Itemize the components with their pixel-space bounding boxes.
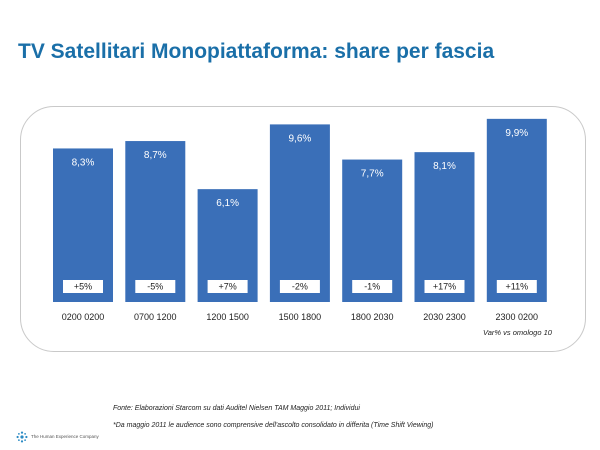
variation-box bbox=[496, 280, 537, 293]
bar bbox=[342, 159, 403, 302]
variation-note: Var% vs omologo 10 bbox=[483, 328, 552, 337]
variation-label: -1% bbox=[364, 282, 380, 292]
chart-panel bbox=[20, 106, 586, 352]
footnote-text: *Da maggio 2011 le audience sono compren… bbox=[113, 422, 434, 429]
bar-value-label: 9,9% bbox=[505, 128, 528, 139]
variation-box bbox=[135, 280, 176, 293]
company-tagline: The Human Experience Company bbox=[31, 434, 99, 439]
variation-box bbox=[63, 280, 103, 293]
company-logo-icon bbox=[16, 431, 28, 443]
variation-box bbox=[424, 280, 465, 293]
bar-value-label: 8,7% bbox=[144, 150, 167, 161]
bar bbox=[269, 124, 330, 303]
variation-label: -5% bbox=[147, 282, 163, 292]
bar-value-label: 9,6% bbox=[289, 133, 312, 144]
variation-label: +11% bbox=[505, 282, 528, 292]
variation-box bbox=[279, 280, 320, 293]
variation-box bbox=[207, 280, 248, 293]
variation-box bbox=[352, 280, 393, 293]
variation-label: +17% bbox=[433, 282, 456, 292]
source-text: Fonte: Elaborazioni Starcom su dati Audi… bbox=[113, 405, 360, 412]
variation-label: +5% bbox=[74, 282, 92, 292]
bar-value-label: 6,1% bbox=[216, 198, 239, 209]
bar-value-label: 8,1% bbox=[433, 161, 456, 172]
x-tick-label: 1800 2030 bbox=[351, 312, 394, 322]
x-tick-label: 2030 2300 bbox=[423, 312, 466, 322]
bar-value-label: 7,7% bbox=[361, 169, 384, 180]
x-tick-label: 0700 1200 bbox=[134, 312, 177, 322]
bar bbox=[53, 148, 113, 302]
variation-label: +7% bbox=[218, 282, 236, 292]
x-tick-label: 2300 0200 bbox=[496, 312, 539, 322]
bar bbox=[414, 152, 475, 302]
variation-label: -2% bbox=[292, 282, 308, 292]
page-title: TV Satellitari Monopiattaforma: share pe… bbox=[18, 40, 495, 63]
x-tick-label: 1200 1500 bbox=[206, 312, 249, 322]
bar-value-label: 8,3% bbox=[72, 157, 95, 168]
bar bbox=[125, 141, 186, 302]
x-tick-label: 1500 1800 bbox=[279, 312, 322, 322]
x-tick-label: 0200 0200 bbox=[62, 312, 105, 322]
bar bbox=[486, 118, 547, 302]
